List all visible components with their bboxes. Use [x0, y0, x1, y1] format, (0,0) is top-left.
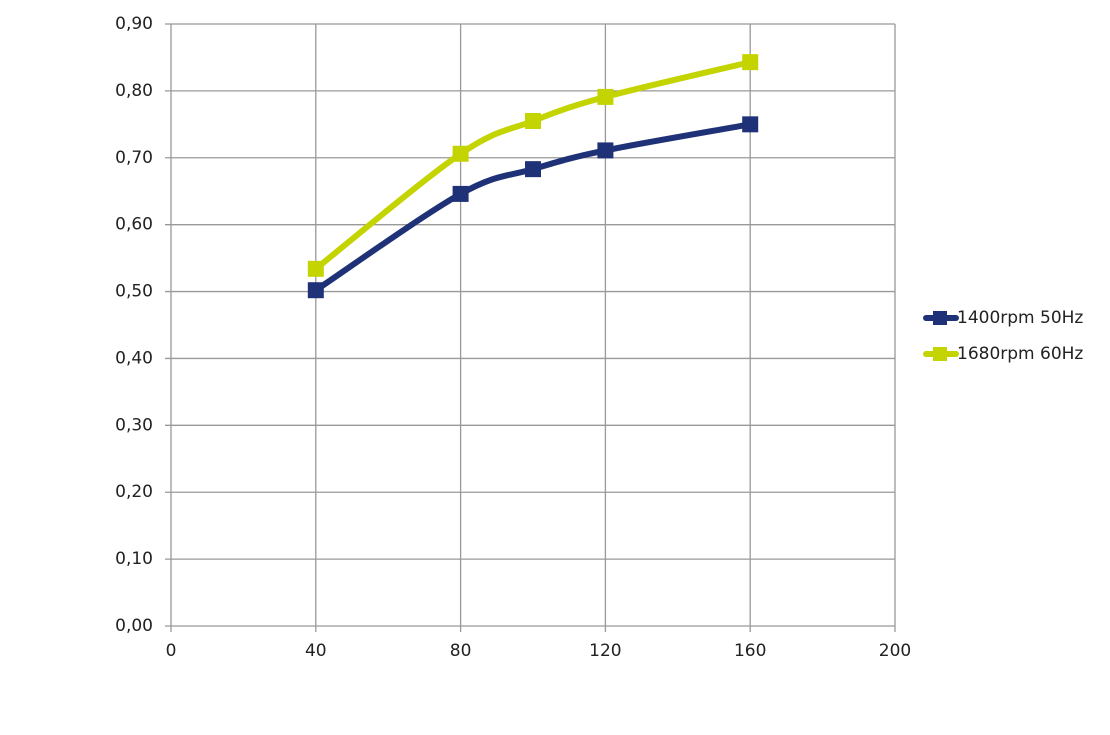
x-tick-label: 80 — [450, 641, 472, 661]
x-tick-label: 0 — [166, 641, 177, 661]
marker — [452, 145, 469, 162]
y-tick-label: 0,00 — [115, 616, 153, 636]
marker — [597, 88, 614, 105]
marker — [307, 282, 324, 299]
x-tick-label: 40 — [305, 641, 327, 661]
legend-label: 1680rpm 60Hz — [957, 344, 1083, 364]
y-tick-label: 0,80 — [115, 81, 153, 101]
y-tick-label: 0,30 — [115, 415, 153, 435]
legend-marker — [933, 347, 947, 361]
legend-label: 1400rpm 50Hz — [957, 308, 1083, 328]
series-line — [314, 121, 751, 293]
x-tick-label: 200 — [879, 641, 911, 661]
marker — [452, 185, 469, 202]
marker — [525, 161, 541, 178]
y-tick-label: 0,60 — [115, 215, 153, 235]
y-tick-label: 0,50 — [115, 282, 153, 302]
marker — [742, 54, 759, 71]
marker — [307, 260, 324, 277]
y-tick-label: 0,20 — [115, 482, 153, 502]
legend-marker — [933, 311, 947, 325]
y-tick-label: 0,10 — [115, 549, 153, 569]
marker — [525, 112, 541, 129]
y-tick-label: 0,70 — [115, 148, 153, 168]
marker — [742, 116, 759, 133]
y-tick-label: 0,40 — [115, 348, 153, 368]
x-tick-label: 120 — [589, 641, 621, 661]
marker — [597, 142, 614, 159]
x-tick-label: 160 — [734, 641, 766, 661]
y-tick-label: 0,90 — [115, 14, 153, 34]
